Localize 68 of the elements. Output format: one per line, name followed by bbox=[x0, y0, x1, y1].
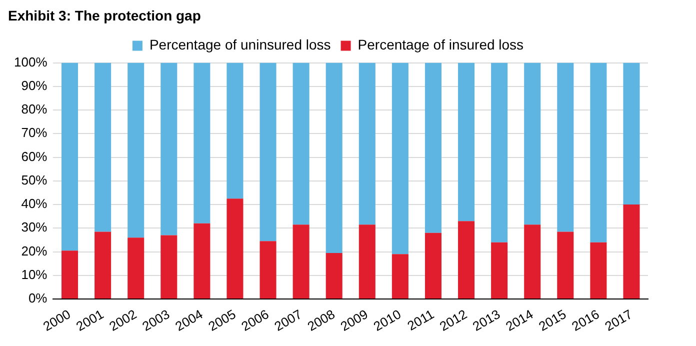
bar bbox=[62, 62, 78, 251]
bar bbox=[94, 62, 112, 232]
chart-title: Exhibit 3: The protection gap bbox=[8, 7, 201, 24]
bar bbox=[226, 198, 244, 299]
bar bbox=[491, 242, 508, 299]
x-tick-label: 2010 bbox=[370, 306, 404, 334]
x-tick-label: 2016 bbox=[569, 306, 602, 334]
y-tick-label: 50% bbox=[21, 172, 48, 188]
bar bbox=[590, 242, 607, 299]
bar bbox=[524, 62, 541, 225]
x-tick-label: 2013 bbox=[470, 306, 503, 334]
x-tick-label: 2014 bbox=[503, 306, 536, 334]
x-tick-label: 2015 bbox=[536, 306, 569, 334]
bar bbox=[623, 62, 640, 205]
y-tick-label: 80% bbox=[21, 102, 48, 117]
bar bbox=[458, 221, 475, 299]
bar bbox=[557, 232, 574, 299]
y-tick-label: 60% bbox=[21, 148, 48, 164]
bar bbox=[194, 223, 210, 299]
bar bbox=[358, 62, 376, 225]
bar bbox=[292, 224, 310, 299]
x-tick-label: 2001 bbox=[74, 306, 106, 334]
bar bbox=[260, 241, 276, 299]
bar bbox=[194, 62, 210, 224]
x-tick-label: 2006 bbox=[238, 306, 272, 334]
bar bbox=[94, 232, 112, 299]
bar bbox=[128, 238, 144, 299]
bar bbox=[326, 62, 342, 253]
bar bbox=[557, 62, 574, 232]
y-tick-label: 20% bbox=[21, 243, 48, 258]
x-tick-label: 2011 bbox=[404, 306, 437, 334]
bar bbox=[590, 62, 607, 242]
bar bbox=[623, 204, 640, 299]
x-tick-label: 2005 bbox=[206, 306, 238, 334]
bar bbox=[160, 62, 178, 236]
bar bbox=[491, 62, 508, 242]
bar bbox=[326, 252, 342, 299]
bar bbox=[292, 62, 310, 225]
y-tick-label: 100% bbox=[14, 54, 48, 70]
y-tick-label: 30% bbox=[21, 220, 48, 235]
legend-label: Percentage of insured loss bbox=[358, 36, 524, 53]
y-tick-label: 10% bbox=[21, 266, 48, 282]
x-tick-label: 2003 bbox=[140, 306, 172, 334]
bar bbox=[226, 62, 244, 199]
bar bbox=[458, 62, 475, 222]
x-tick-label: 2017 bbox=[602, 306, 635, 334]
bar bbox=[524, 224, 541, 299]
x-tick-label: 2007 bbox=[272, 306, 304, 334]
y-tick-label: 70% bbox=[21, 125, 48, 140]
y-tick-label: 0% bbox=[28, 290, 48, 306]
bar bbox=[424, 232, 442, 299]
bar bbox=[392, 62, 408, 254]
legend-label: Percentage of uninsured loss bbox=[149, 36, 331, 53]
y-tick-label: 90% bbox=[21, 78, 48, 93]
bar bbox=[62, 250, 78, 299]
bar bbox=[128, 62, 144, 238]
x-tick-label: 2009 bbox=[338, 306, 370, 334]
x-tick-label: 2008 bbox=[304, 306, 338, 334]
bar bbox=[260, 62, 276, 242]
bar bbox=[160, 235, 178, 299]
bar bbox=[392, 254, 408, 299]
x-tick-label: 2004 bbox=[172, 306, 206, 334]
bar bbox=[358, 224, 376, 299]
x-tick-label: 2012 bbox=[437, 306, 470, 334]
bar bbox=[424, 62, 442, 233]
y-tick-label: 40% bbox=[21, 196, 48, 212]
x-tick-label: 2000 bbox=[40, 306, 74, 334]
x-tick-label: 2002 bbox=[106, 306, 140, 334]
